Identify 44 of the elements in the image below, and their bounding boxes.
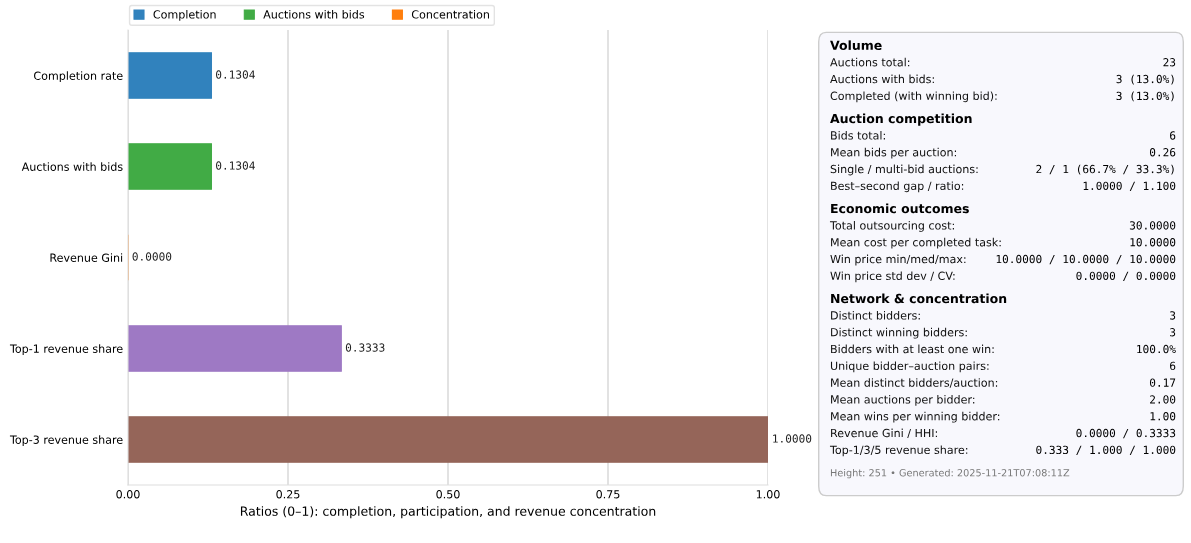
text: Distinct bidders: 3: [831, 311, 1176, 320]
text: Best–second gap / ratio: 1.0000 / 1.100: [831, 181, 1176, 193]
y-tick-label: Auctions with bids: [21, 162, 123, 171]
text: Auctions total: 23: [830, 57, 1176, 67]
data-label: 1.0000: [773, 434, 812, 443]
text: Mean wins per winning bidder: 1.00: [831, 411, 1176, 423]
y-tick-label: Revenue Gini: [50, 253, 123, 262]
x-tick-label: 0.50: [436, 490, 460, 499]
text: Volume: [830, 40, 882, 51]
text: Distinct winning bidders: 3: [831, 327, 1176, 339]
x-tick-label: 0.00: [116, 490, 140, 499]
data-label: 0.1304: [216, 161, 255, 170]
x-tick-label: 0.75: [596, 490, 620, 499]
text: Completed (with winning bid): 3 (13.0%): [830, 91, 1174, 103]
data-label: 0.0000: [132, 252, 172, 261]
data-label: 0.1304: [216, 70, 255, 79]
text: Bidders with at least one win: 100.0%: [831, 344, 1176, 354]
legend-label: Concentration: [411, 10, 489, 19]
text: Mean auctions per bidder: 2.00: [831, 395, 1176, 406]
text: Win price min/med/max: 10.0000 / 10.0000 / 10.0000: [830, 254, 1176, 266]
text: Height: 251 • Generated: 2025-11-21T07:08:11Z: [830, 468, 1070, 479]
text: Auctions with bids: 3 (13.0%): [830, 74, 1174, 85]
y-tick-label: Completion rate: [34, 71, 123, 83]
text: Economic outcomes: [831, 203, 969, 214]
legend-label: Auctions with bids: [263, 10, 365, 19]
y-tick-label: Top-1 revenue share: [9, 344, 123, 356]
text: Mean bids per auction: 0.26: [831, 147, 1176, 159]
text: Bids total: 6: [831, 131, 1176, 140]
text: Unique bidder–auction pairs: 6: [830, 361, 1176, 373]
x-axis-title: Ratios (0–1): completion, participation, and revenue concentration: [240, 506, 656, 519]
text: Revenue Gini / HHI: 0.0000 / 0.3333: [831, 428, 1176, 439]
text: Top-1/3/5 revenue share: 0.333 / 1.000 / 1.000: [829, 445, 1176, 457]
x-tick-label: 1.00: [756, 490, 780, 499]
text: Mean cost per completed task: 10.0000: [831, 237, 1176, 249]
text: Win price std dev / CV: 0.0000 / 0.0000: [830, 271, 1176, 283]
legend-label: Completion: [153, 10, 216, 21]
data-label: 0.3333: [345, 343, 385, 352]
text: Mean distinct bidders/auction: 0.17: [831, 378, 1176, 388]
text: Network & concentration: [831, 293, 1007, 304]
text: Auction competition: [830, 113, 972, 126]
x-tick-label: 0.25: [276, 490, 300, 499]
y-tick-label: Top-3 revenue share: [9, 435, 123, 447]
text: Single / multi-bid auctions: 2 / 1 (66.7% / 33.3%): [830, 164, 1174, 176]
text: Total outsourcing cost: 30.0000: [829, 221, 1176, 232]
